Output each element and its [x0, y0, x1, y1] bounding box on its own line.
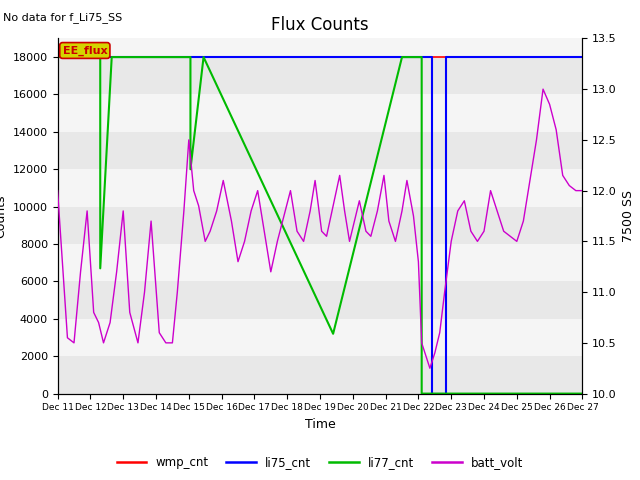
X-axis label: Time: Time — [305, 418, 335, 431]
Bar — [58, 95, 582, 132]
Bar — [58, 38, 582, 57]
Legend: wmp_cnt, li75_cnt, li77_cnt, batt_volt: wmp_cnt, li75_cnt, li77_cnt, batt_volt — [112, 452, 528, 474]
Y-axis label: 7500 SS: 7500 SS — [623, 190, 636, 242]
Bar — [58, 169, 582, 207]
Text: EE_flux: EE_flux — [63, 45, 107, 56]
Bar — [58, 281, 582, 319]
Title: Flux Counts: Flux Counts — [271, 16, 369, 34]
Bar — [58, 244, 582, 281]
Bar — [58, 207, 582, 244]
Bar — [58, 57, 582, 95]
Text: No data for f_Li75_SS: No data for f_Li75_SS — [3, 12, 122, 23]
Bar — [58, 132, 582, 169]
Bar — [58, 356, 582, 394]
Y-axis label: Counts: Counts — [0, 194, 7, 238]
Bar — [58, 319, 582, 356]
